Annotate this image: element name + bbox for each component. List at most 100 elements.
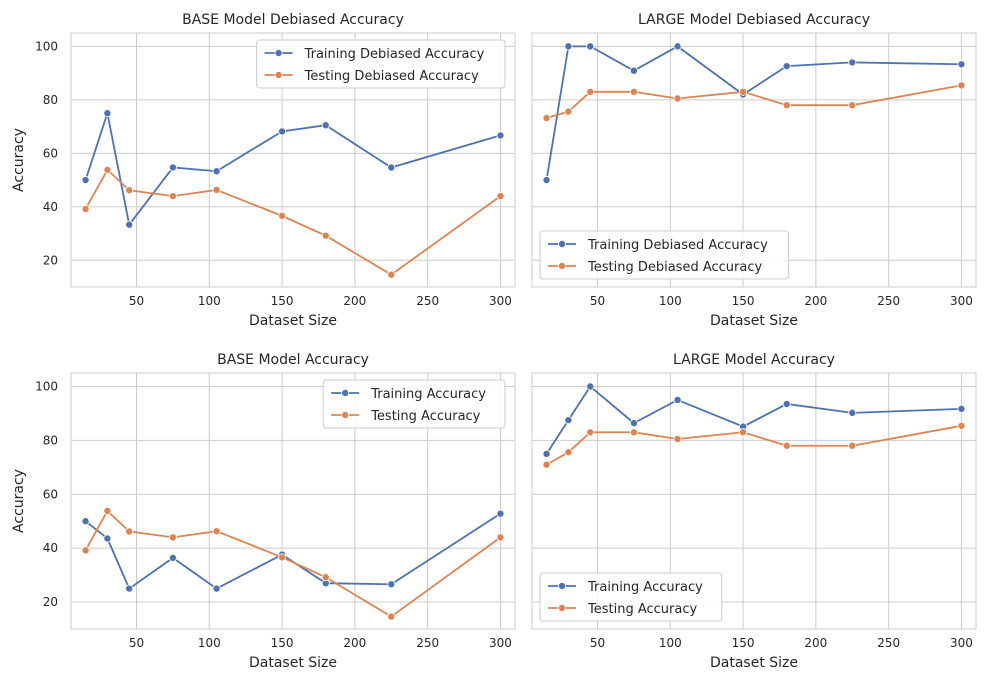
x-tick-label: 200	[343, 294, 366, 308]
y-axis-label: Accuracy	[11, 128, 27, 192]
x-axis-label: Dataset Size	[710, 655, 798, 671]
data-point-testing	[848, 441, 857, 450]
data-point-training	[564, 42, 573, 51]
data-point-testing	[957, 81, 966, 90]
data-point-training	[496, 131, 505, 140]
y-axis-label: Accuracy	[11, 469, 27, 533]
data-point-testing	[168, 192, 177, 201]
y-tick-label: 60	[43, 487, 58, 501]
data-point-training	[387, 580, 396, 589]
data-point-testing	[168, 533, 177, 542]
subplot-1: 50 100 150 200 250 300 20 40 60 80 100 BASE Model D…	[11, 12, 516, 329]
x-tick-label: 100	[659, 294, 682, 308]
legend-marker	[558, 239, 567, 248]
chart-title: BASE Model Accuracy	[217, 352, 369, 368]
data-point-testing	[673, 94, 682, 103]
data-point-training	[168, 163, 177, 172]
data-point-training	[673, 42, 682, 51]
data-point-training	[673, 395, 682, 404]
data-point-testing	[125, 186, 134, 195]
legend-box	[539, 230, 789, 280]
data-point-training	[81, 176, 90, 185]
data-point-training	[278, 127, 287, 136]
legend-marker	[274, 49, 283, 58]
x-axis-label: Dataset Size	[249, 313, 337, 329]
subplot-3: 50 100 150 200 250 300 20 40 60 80 100 BASE Model A…	[11, 352, 516, 671]
chart-title: LARGE Model Debiased Accuracy	[638, 12, 870, 28]
x-tick-label: 200	[804, 294, 827, 308]
axes-frame	[531, 372, 977, 630]
legend-marker	[558, 604, 567, 613]
data-point-testing	[321, 573, 330, 582]
legend: Training Accuracy Testing Accuracy	[539, 572, 723, 622]
data-point-training	[629, 419, 638, 428]
legend-marker	[341, 410, 350, 419]
data-point-testing	[739, 87, 748, 96]
subplot-2: 50 100 150 200 250 300 LARGE Model Debiased Ac…	[531, 12, 977, 329]
data-point-testing	[782, 441, 791, 450]
data-point-testing	[321, 231, 330, 240]
x-tick-label: 300	[950, 294, 973, 308]
legend-box	[322, 379, 506, 429]
data-point-testing	[542, 114, 551, 123]
data-point-training	[168, 553, 177, 562]
x-axis-label: Dataset Size	[710, 313, 798, 329]
legend-marker	[558, 582, 567, 591]
data-point-testing	[278, 211, 287, 220]
data-point-training	[125, 584, 134, 593]
x-tick-label: 250	[877, 294, 900, 308]
legend-label: Testing Debiased Accuracy	[304, 69, 479, 84]
data-point-testing	[81, 204, 90, 213]
data-point-training	[212, 167, 221, 176]
data-point-training	[387, 163, 396, 172]
legend: Training Accuracy Testing Accuracy	[322, 379, 506, 429]
legend-label: Training Accuracy	[370, 387, 486, 402]
legend-label: Training Debiased Accuracy	[587, 238, 768, 253]
data-point-training	[81, 517, 90, 526]
x-tick-label: 100	[198, 636, 221, 650]
data-point-training	[957, 60, 966, 69]
data-point-training	[103, 534, 112, 543]
x-tick-label: 150	[271, 294, 294, 308]
data-point-testing	[673, 435, 682, 444]
chart-title: BASE Model Debiased Accuracy	[182, 12, 404, 28]
y-tick-label: 40	[43, 541, 58, 555]
series-line-training	[84, 512, 501, 590]
x-axis-label: Dataset Size	[249, 655, 337, 671]
data-point-testing	[103, 506, 112, 515]
series-line-testing	[546, 424, 962, 466]
series-line-testing	[546, 84, 962, 119]
data-point-training	[848, 408, 857, 417]
legend-marker	[274, 71, 283, 80]
y-tick-label: 40	[43, 200, 58, 214]
legend-box	[539, 572, 723, 622]
axes-frame	[70, 372, 516, 630]
legend-marker	[341, 388, 350, 397]
data-point-testing	[212, 527, 221, 536]
x-tick-label: 50	[590, 636, 605, 650]
data-point-training	[782, 399, 791, 408]
x-tick-label: 250	[416, 636, 439, 650]
x-tick-label: 300	[489, 636, 512, 650]
series-line-testing	[84, 509, 501, 618]
x-tick-label: 300	[950, 636, 973, 650]
y-tick-label: 80	[43, 93, 58, 107]
data-point-testing	[564, 448, 573, 457]
x-tick-label: 250	[877, 636, 900, 650]
y-tick-label: 80	[43, 433, 58, 447]
data-point-testing	[629, 428, 638, 437]
data-point-training	[782, 62, 791, 71]
data-point-training	[125, 220, 134, 229]
legend-label: Testing Accuracy	[587, 602, 697, 617]
data-point-training	[542, 176, 551, 185]
series-line-training	[545, 385, 962, 455]
y-tick-label: 20	[43, 253, 58, 267]
subplot-4: 50 100 150 200 250 300 LARGE Model Accuracy Dat…	[531, 352, 977, 671]
data-point-testing	[125, 527, 134, 536]
y-tick-label: 20	[43, 595, 58, 609]
legend-label: Testing Debiased Accuracy	[587, 260, 762, 275]
x-tick-label: 250	[416, 294, 439, 308]
data-point-testing	[278, 553, 287, 562]
data-point-training	[957, 404, 966, 413]
series-line-training	[84, 109, 501, 227]
